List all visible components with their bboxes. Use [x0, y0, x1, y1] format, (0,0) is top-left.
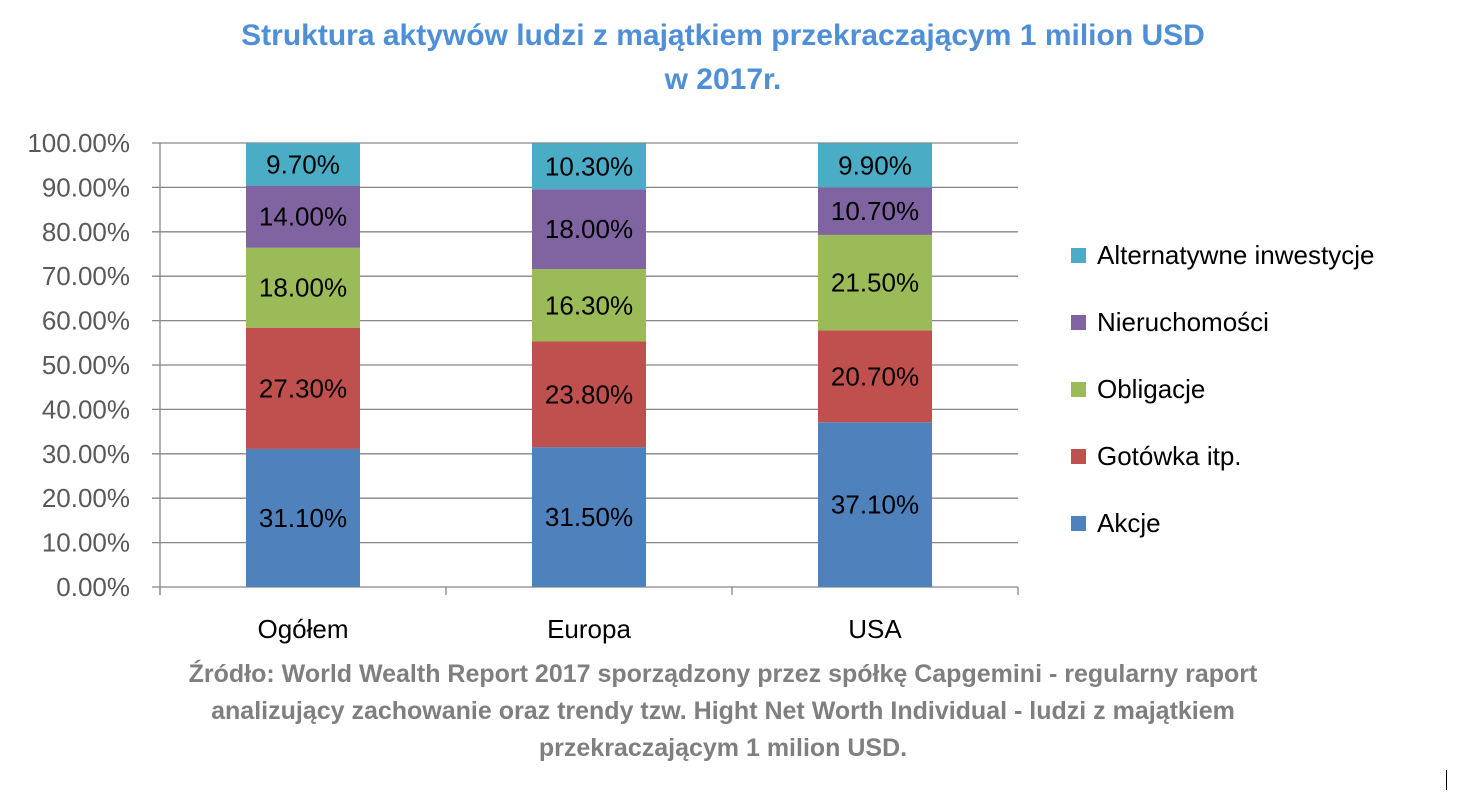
y-tick-label: 0.00% [56, 572, 130, 602]
bar-segment [246, 185, 360, 248]
y-tick-label: 80.00% [42, 217, 130, 247]
bar-segment [246, 247, 360, 328]
legend-swatch [1071, 382, 1086, 397]
legend-label: Akcje [1097, 508, 1161, 538]
data-label: 18.00% [545, 214, 633, 244]
y-tick-label: 30.00% [42, 439, 130, 469]
y-tick-label: 10.00% [42, 528, 130, 558]
data-label: 10.70% [831, 196, 919, 226]
legend-label: Alternatywne inwestycje [1097, 240, 1374, 270]
bar-segment [532, 447, 646, 587]
chart-title-line2: w 2017r. [664, 63, 782, 96]
legend-label: Obligacje [1097, 374, 1205, 404]
data-label: 20.70% [831, 361, 919, 391]
data-label: 31.10% [259, 503, 347, 533]
cursor-mark [1446, 770, 1447, 790]
chart-title-line1: Struktura aktywów ludzi z majątkiem prze… [241, 19, 1205, 52]
data-label: 9.70% [266, 149, 340, 179]
data-label: 14.00% [259, 202, 347, 232]
legend-swatch [1071, 516, 1086, 531]
bar-segment [818, 143, 932, 188]
bar-segment [532, 341, 646, 448]
y-tick-label: 60.00% [42, 306, 130, 336]
bar-segment [818, 187, 932, 235]
y-tick-label: 40.00% [42, 394, 130, 424]
y-tick-label: 50.00% [42, 350, 130, 380]
legend-swatch [1071, 248, 1086, 263]
data-label: 16.30% [545, 290, 633, 320]
bar-segment [818, 422, 932, 587]
data-label: 27.30% [259, 373, 347, 403]
legend-label: Gotówka itp. [1097, 441, 1242, 471]
legend-swatch [1071, 449, 1086, 464]
legend-swatch [1071, 315, 1086, 330]
data-label: 21.50% [831, 268, 919, 298]
data-label: 18.00% [259, 273, 347, 303]
data-label: 10.30% [545, 151, 633, 181]
x-tick-label: USA [848, 614, 902, 644]
x-tick-label: Europa [547, 614, 631, 644]
data-label: 31.50% [545, 502, 633, 532]
y-tick-label: 100.00% [27, 128, 130, 158]
bar-segment [818, 330, 932, 423]
data-label: 23.80% [545, 379, 633, 409]
bar-segment [246, 448, 360, 587]
x-tick-label: Ogółem [257, 614, 348, 644]
bar-segment [532, 189, 646, 270]
y-tick-label: 90.00% [42, 172, 130, 202]
data-label: 37.10% [831, 490, 919, 520]
source-note: Źródło: World Wealth Report 2017 sporząd… [188, 660, 1258, 762]
chart-title: Struktura aktywów ludzi z majątkiem prze… [0, 14, 1446, 102]
bar-segment [532, 143, 646, 190]
bar-segment [532, 269, 646, 342]
legend-label: Nieruchomości [1097, 307, 1269, 337]
data-label: 9.90% [838, 150, 912, 180]
bar-segment [246, 327, 360, 449]
bar-segment [818, 234, 932, 331]
y-tick-label: 20.00% [42, 483, 130, 513]
bar-segment [246, 143, 360, 186]
y-tick-label: 70.00% [42, 261, 130, 291]
